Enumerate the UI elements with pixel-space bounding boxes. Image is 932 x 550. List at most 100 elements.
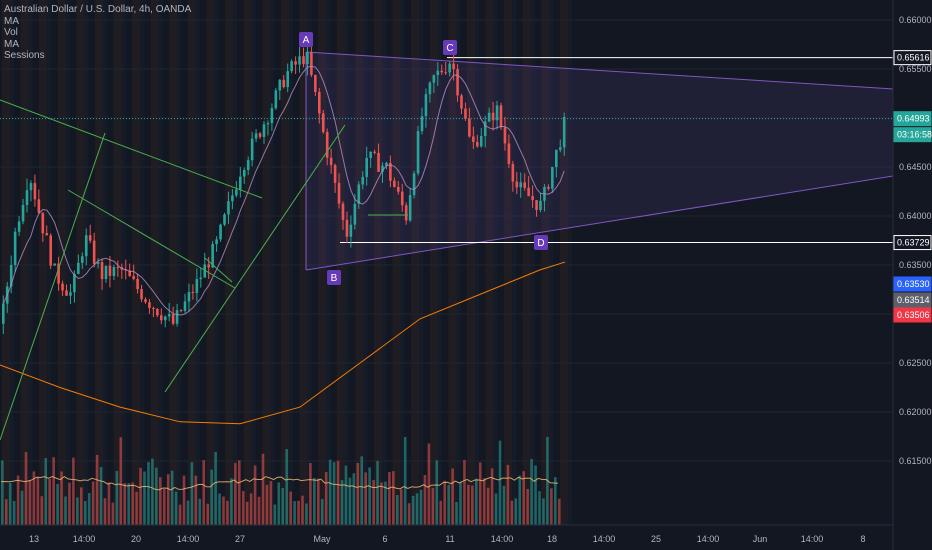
candle xyxy=(499,105,503,128)
trendline xyxy=(204,257,233,283)
volume-bar xyxy=(439,500,443,525)
candle xyxy=(428,82,432,95)
candle xyxy=(306,52,309,65)
candle xyxy=(191,292,195,294)
volume-bar xyxy=(115,470,119,525)
volume-bar xyxy=(83,501,87,525)
volume-bar xyxy=(522,471,525,525)
pattern-point-label: D xyxy=(537,238,544,249)
triangle-lower-line xyxy=(305,175,894,271)
indicator-sessions[interactable]: Sessions xyxy=(4,50,45,61)
candle xyxy=(483,121,487,137)
candle xyxy=(302,56,305,65)
volume-bar xyxy=(455,501,458,525)
candle xyxy=(21,205,25,222)
candle xyxy=(321,113,325,132)
price-tag-label: 0.63729 xyxy=(897,238,930,248)
volume-bar xyxy=(415,493,419,525)
candle xyxy=(160,315,163,321)
volume-bar xyxy=(368,467,371,525)
candle xyxy=(460,95,463,109)
candle xyxy=(408,195,412,221)
trendline xyxy=(67,189,236,289)
volume-bar xyxy=(506,464,510,525)
volume-bar xyxy=(190,462,194,525)
candle xyxy=(373,151,376,153)
candle xyxy=(77,262,80,274)
session-band xyxy=(299,0,308,525)
price-tag-box xyxy=(893,292,932,308)
volume-bar xyxy=(24,452,28,525)
volume-bar xyxy=(403,437,407,525)
candle xyxy=(436,70,440,76)
candle xyxy=(136,278,139,290)
volume-bar xyxy=(162,488,166,525)
session-band xyxy=(158,0,163,525)
session-band xyxy=(47,0,52,525)
indicator-ma-2[interactable]: MA xyxy=(4,38,19,50)
session-band xyxy=(456,0,461,525)
candle xyxy=(389,162,392,181)
volume-bar xyxy=(277,482,281,525)
volume-bar xyxy=(344,465,348,525)
volume-bar xyxy=(475,478,478,525)
volume-bar xyxy=(443,480,446,525)
candles xyxy=(2,41,566,335)
candle xyxy=(555,149,558,168)
volume-bar xyxy=(178,504,182,525)
volume-bar xyxy=(332,462,336,525)
time-tick-label: 14:00 xyxy=(177,534,200,544)
volume-bar xyxy=(257,496,261,525)
candle xyxy=(294,61,297,65)
volume-bar xyxy=(530,458,533,525)
candle xyxy=(274,90,278,109)
candle xyxy=(144,299,147,303)
session-band xyxy=(400,0,405,525)
volume-bar xyxy=(554,477,557,525)
volume-bar xyxy=(159,477,162,525)
pattern-point-badge xyxy=(299,32,313,47)
candle xyxy=(203,264,207,278)
chart-legend: Australian Dollar / U.S. Dollar, 4h, OAN… xyxy=(4,4,191,62)
volume-bar xyxy=(249,493,253,525)
volume-bar xyxy=(526,488,529,525)
candle xyxy=(199,277,203,280)
volume-bar xyxy=(463,459,466,525)
volume-bar xyxy=(99,467,103,525)
candle xyxy=(215,239,218,245)
session-band xyxy=(270,0,275,525)
candle xyxy=(325,131,329,158)
volume-bar xyxy=(182,475,186,525)
time-tick-label: May xyxy=(313,534,331,544)
session-band xyxy=(2,0,10,525)
volume-bar xyxy=(305,503,308,525)
indicator-vol[interactable]: Vol xyxy=(4,27,18,38)
indicator-ma-1[interactable]: MA xyxy=(4,15,19,27)
price-tag-label: 0.63514 xyxy=(897,295,930,305)
volume-bar xyxy=(20,490,24,525)
volume-bar xyxy=(486,487,490,525)
candle xyxy=(558,147,562,150)
session-band xyxy=(467,0,475,525)
volume-bar xyxy=(407,503,411,525)
volume-bar xyxy=(518,475,522,525)
candle xyxy=(239,176,242,190)
volume-bar xyxy=(502,485,506,525)
session-band xyxy=(177,0,182,525)
volume-bar xyxy=(447,484,450,525)
volume-bar xyxy=(309,463,312,525)
volume-bar xyxy=(281,488,285,525)
volume-bar xyxy=(245,501,249,525)
candle xyxy=(495,105,499,121)
candle xyxy=(29,183,33,191)
volume-bar xyxy=(317,478,320,525)
volume-bar xyxy=(320,498,324,525)
volume-bar xyxy=(127,483,130,525)
candle xyxy=(65,290,68,296)
candle xyxy=(171,314,175,324)
candle xyxy=(487,112,491,122)
volume-bar xyxy=(490,468,494,525)
candle xyxy=(562,116,566,148)
session-band xyxy=(39,0,48,525)
